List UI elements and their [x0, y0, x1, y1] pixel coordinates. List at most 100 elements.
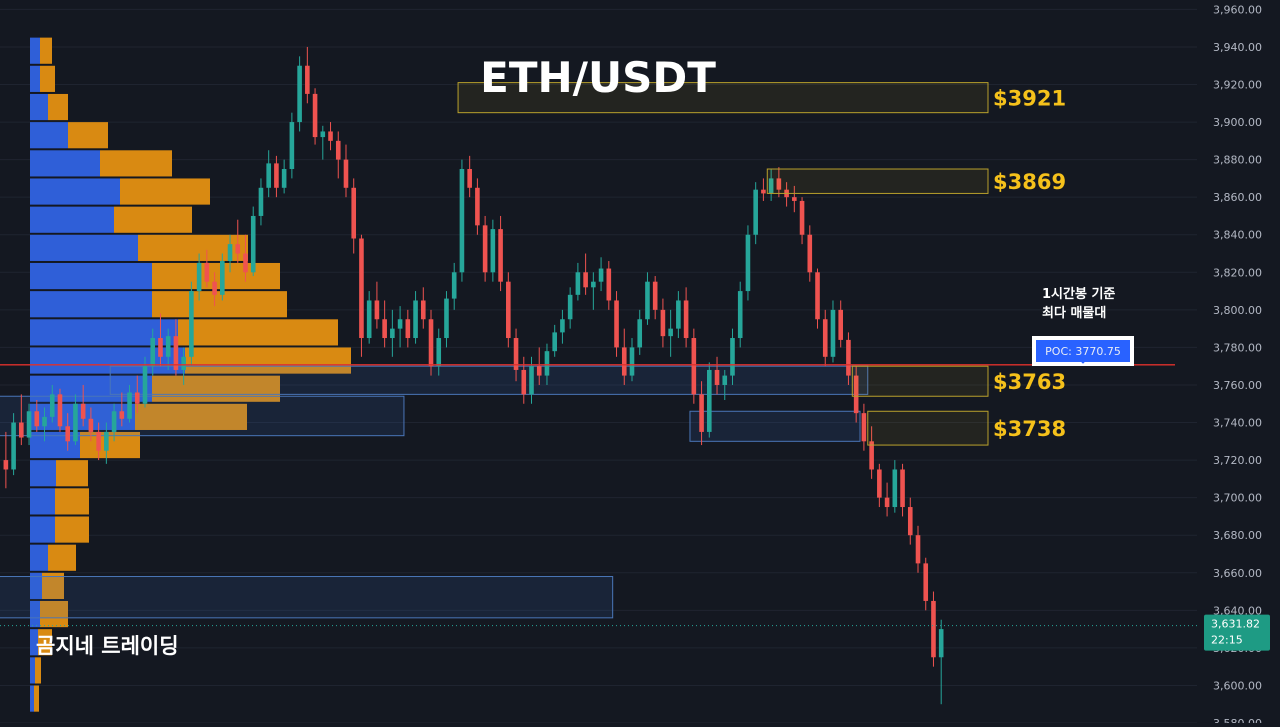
candle-body	[575, 272, 581, 295]
candle	[57, 388, 63, 432]
candle	[853, 366, 859, 423]
candle	[467, 155, 472, 198]
current-price-tag: 3,631.82 22:15	[1204, 614, 1270, 651]
candle-body	[737, 291, 743, 339]
current-price-badge	[1204, 614, 1270, 651]
candle	[73, 394, 78, 446]
candle-body	[583, 272, 588, 288]
candle	[312, 88, 318, 145]
candle	[869, 426, 874, 479]
candle	[807, 225, 813, 282]
candle	[204, 249, 210, 288]
profile-up-bar	[30, 37, 40, 64]
candle-body	[892, 469, 898, 508]
candle-body	[204, 262, 210, 282]
candle-body	[691, 338, 697, 395]
price-tick-label: 3,740.00	[1213, 417, 1262, 430]
candle-body	[652, 281, 658, 310]
profile-down-bar	[38, 629, 52, 656]
current-price-value: 3,631.82	[1211, 618, 1260, 631]
price-tick-label: 3,640.00	[1213, 604, 1262, 617]
candle-body	[142, 366, 148, 404]
profile-up-bar	[30, 657, 35, 684]
profile-down-bar	[120, 178, 210, 205]
candle-body	[243, 253, 248, 273]
price-tick-label: 3,580.00	[1213, 717, 1262, 723]
candle-body	[900, 469, 905, 508]
candle	[714, 356, 720, 395]
candle-body	[88, 418, 94, 432]
profile-up-bar	[30, 150, 100, 177]
candle	[861, 403, 867, 451]
profile-down-bar	[152, 291, 287, 318]
candle-body	[328, 131, 333, 141]
candle	[382, 300, 387, 348]
candle-body	[335, 140, 341, 160]
candle	[351, 178, 357, 254]
candle-body	[683, 300, 689, 339]
candle	[846, 332, 851, 385]
price-tick-label: 3,780.00	[1213, 341, 1262, 354]
profile-up-bar	[30, 122, 68, 149]
candle	[583, 253, 588, 295]
candle	[428, 309, 434, 376]
profile-up-bar	[30, 65, 40, 92]
price-axis[interactable]: 3,580.003,600.003,620.003,640.003,660.00…	[1198, 0, 1280, 727]
candle	[297, 56, 302, 132]
candle	[838, 300, 844, 348]
price-tick-label: 3,840.00	[1213, 229, 1262, 242]
price-tick-label: 3,900.00	[1213, 116, 1262, 129]
candle-body	[621, 347, 627, 376]
candle	[227, 234, 233, 273]
candle	[552, 324, 557, 357]
candle-body	[614, 300, 619, 348]
candle	[768, 169, 774, 201]
candle-body	[513, 338, 519, 370]
candle-body	[822, 319, 828, 357]
candle	[776, 167, 782, 198]
profile-down-bar	[80, 431, 140, 459]
candle-body	[165, 336, 171, 357]
candle	[490, 219, 496, 282]
candle-body	[629, 347, 635, 376]
candle-body	[938, 629, 944, 658]
candle	[892, 460, 898, 513]
candle	[266, 150, 271, 198]
candle-body	[838, 309, 844, 340]
candle-body	[498, 229, 503, 282]
price-tick-label: 3,600.00	[1213, 679, 1262, 692]
candle	[506, 272, 511, 348]
level-box	[766, 168, 989, 194]
candle	[737, 281, 743, 348]
candle	[366, 291, 372, 344]
candle	[915, 525, 921, 573]
candle-body	[26, 411, 32, 438]
candle-body	[96, 431, 101, 451]
candle	[134, 375, 140, 414]
candle-body	[420, 300, 426, 320]
candle-body	[104, 431, 109, 451]
price-tick-label: 3,760.00	[1213, 379, 1262, 392]
profile-up-bar	[30, 178, 120, 205]
profile-down-bar	[135, 403, 247, 430]
candle-body	[861, 413, 867, 442]
candle	[591, 272, 596, 310]
candle-body	[869, 441, 874, 470]
candle	[884, 482, 890, 517]
profile-up-bar	[30, 572, 42, 599]
candle-body	[413, 300, 418, 339]
profile-down-bar	[56, 460, 88, 487]
profile-up-bar	[30, 629, 38, 656]
candle	[730, 328, 735, 385]
chart-title: ETH/USDT	[480, 53, 716, 102]
poc-annotation: 1시간봉 기준 최다 매물대 POC: 3770.75	[1032, 286, 1134, 366]
price-axis-background	[1198, 0, 1280, 723]
candle-body	[212, 281, 217, 295]
candle-body	[451, 272, 457, 299]
level-box	[851, 365, 989, 397]
candle-body	[19, 422, 24, 438]
candle	[923, 557, 929, 611]
candle	[444, 291, 449, 348]
candle-body	[227, 244, 233, 262]
